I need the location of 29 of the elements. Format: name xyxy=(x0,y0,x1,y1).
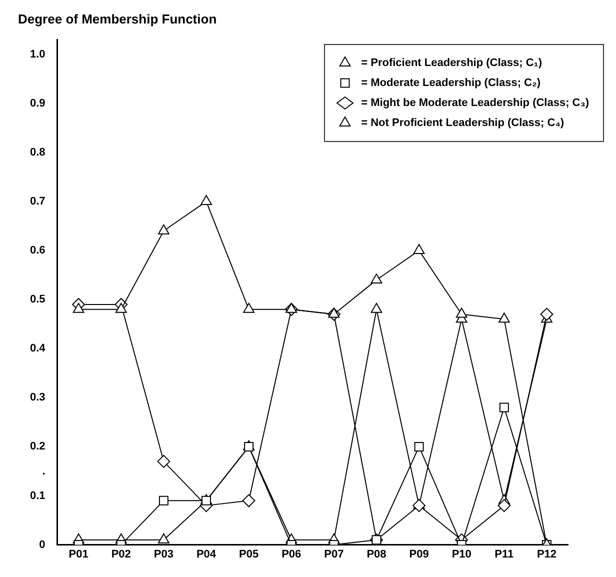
x-tick-label: P07 xyxy=(324,548,344,560)
x-tick-label: P09 xyxy=(409,548,429,560)
y-tick-label: 0 xyxy=(39,538,46,551)
x-tick-label: P12 xyxy=(536,548,557,560)
y-tick-label: 1.0 xyxy=(30,48,46,60)
chart-title: Degree of Membership Function xyxy=(18,11,217,26)
legend-label: = Moderate Leadership (Class; C₂) xyxy=(361,77,541,89)
x-tick-label: P04 xyxy=(196,548,217,560)
x-tick-label: P06 xyxy=(282,548,302,560)
legend-label: = Not Proficient Leadership (Class; C₄) xyxy=(361,117,564,129)
legend-label: = Proficient Leadership (Class; C₁) xyxy=(361,57,542,69)
x-tick-label: P03 xyxy=(154,548,174,560)
y-tick-label: 0.2 xyxy=(30,440,46,453)
y-tick-label: 0.8 xyxy=(30,146,46,158)
y-tick-label: 0.5 xyxy=(30,294,46,306)
y-tick-label: 0.6 xyxy=(30,244,46,257)
x-tick-label: P11 xyxy=(494,548,514,560)
x-tick-label: P08 xyxy=(366,548,386,560)
x-tick-label: P10 xyxy=(452,548,472,560)
y-tick-label: 0.7 xyxy=(30,195,46,208)
y-tick-label: . xyxy=(42,465,46,478)
legend-label: = Might be Moderate Leadership (Class; C₃) xyxy=(361,97,589,109)
y-tick-label: 0.3 xyxy=(30,392,46,404)
y-tick-label: 0.4 xyxy=(30,342,46,355)
y-tick-label: 0.1 xyxy=(30,490,46,502)
x-tick-label: P01 xyxy=(68,548,88,560)
x-tick-label: P05 xyxy=(239,548,259,560)
x-tick-label: P02 xyxy=(111,548,131,560)
y-tick-label: 0.9 xyxy=(30,97,46,110)
